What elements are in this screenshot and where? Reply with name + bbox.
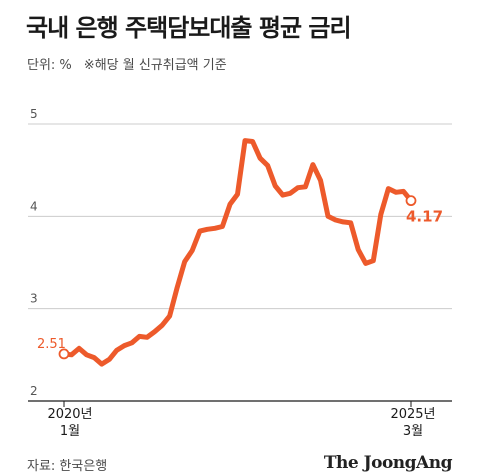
end-point-marker: [405, 195, 417, 207]
end-value-label: 4.17: [406, 208, 443, 226]
y-tick-label: 3: [30, 292, 38, 306]
chart-title: 국내 은행 주택담보대출 평균 금리: [26, 14, 352, 42]
series-line: [61, 138, 414, 367]
y-tick-label: 2: [30, 384, 38, 398]
y-tick-label: 4: [30, 199, 38, 213]
y-tick-label: 5: [30, 107, 38, 121]
x-label-end: 2025년: [390, 407, 435, 422]
basis-note: ※해당 월 신규취급액 기준: [83, 58, 227, 73]
unit-label: 단위: %: [27, 58, 72, 73]
x-label-start: 2020년: [47, 407, 92, 422]
source-note: 자료: 한국은행: [27, 459, 108, 474]
x-label-start: 1월: [60, 424, 80, 439]
publisher-logo: The JoongAng: [323, 453, 453, 473]
x-label-end: 3월: [403, 424, 423, 439]
start-value-label: 2.51: [37, 337, 66, 352]
start-point-marker: [58, 348, 70, 360]
unit-note: 단위: % ※해당 월 신규취급액 기준: [27, 54, 227, 73]
